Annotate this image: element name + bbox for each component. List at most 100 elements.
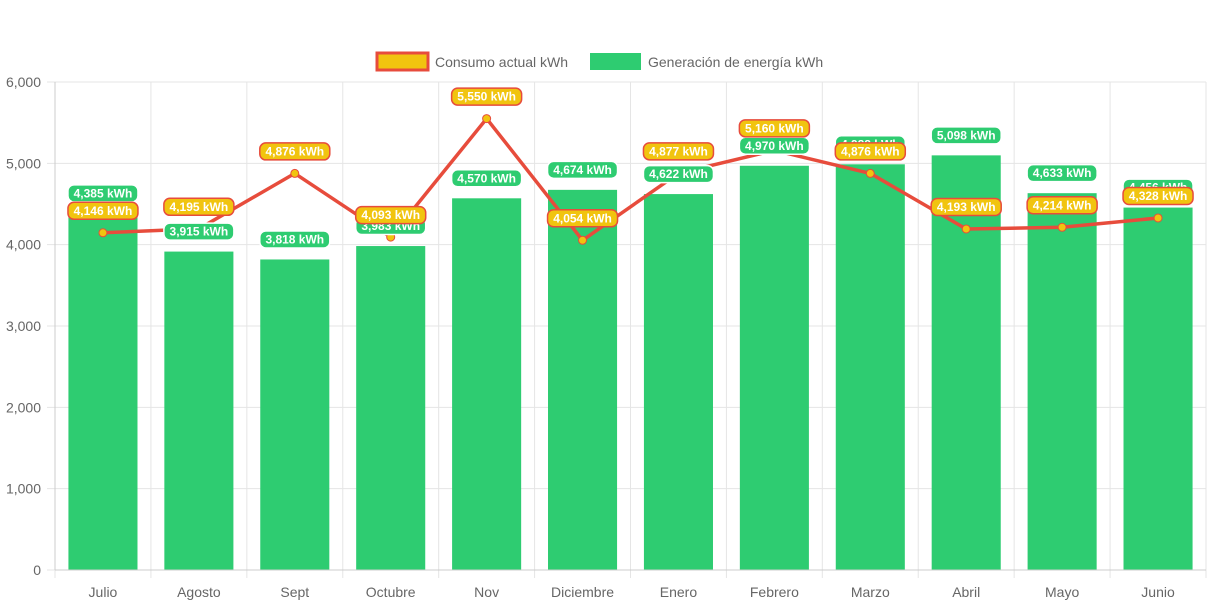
x-tick-label: Marzo: [851, 584, 890, 600]
consumption-data-label-box: [450, 87, 523, 106]
consumption-data-label-text: 4,877 kWh: [649, 144, 708, 158]
consumption-data-label-box: [642, 142, 715, 161]
axes: 0 1,000 2,000 3,000 4,000 5,000 6,000 Julio Agos…: [6, 74, 1206, 600]
consumption-data-label: 4,214 kWh: [1026, 196, 1098, 215]
consumption-data-label-box: [738, 119, 811, 138]
generation-data-label-text: 4,622 kWh: [649, 167, 708, 181]
legend-swatch-consumo: [375, 51, 430, 72]
generation-bar: [356, 246, 426, 571]
x-tick-label: Junio: [1141, 584, 1175, 600]
generation-bar: [68, 213, 138, 570]
consumption-point: [1153, 213, 1163, 223]
consumption-data-label: 4,877 kWh: [642, 142, 715, 161]
consumption-point: [961, 224, 971, 234]
consumption-data-label-text: 5,550 kWh: [457, 90, 516, 104]
consumption-point: [1057, 222, 1067, 232]
consumption-point: [482, 114, 492, 124]
generation-data-label: 5,098 kWh: [930, 126, 1002, 145]
x-tick-label: Octubre: [366, 584, 416, 600]
consumption-point: [578, 235, 588, 245]
generation-bar: [739, 165, 809, 571]
consumption-data-label-box: [1026, 196, 1098, 215]
legend[interactable]: Consumo actual kWh Generación de energía…: [375, 51, 823, 72]
generation-data-label: 4,622 kWh: [642, 164, 715, 184]
x-tick-label: Enero: [660, 584, 698, 600]
generation-data-label-text: 4,385 kWh: [74, 186, 133, 200]
generation-data-label-text: 5,098 kWh: [937, 128, 996, 142]
y-tick-label: 6,000: [6, 74, 41, 90]
generation-data-label-text: 3,915 kWh: [170, 225, 229, 239]
consumption-data-label-text: 4,876 kWh: [841, 144, 900, 158]
consumption-data-label-text: 4,876 kWh: [265, 144, 324, 158]
consumption-data-label-box: [930, 197, 1002, 217]
consumption-data-label: 4,876 kWh: [834, 142, 907, 161]
y-tick-label: 3,000: [6, 318, 41, 334]
legend-label-generacion: Generación de energía kWh: [648, 54, 823, 70]
consumption-data-label: 4,054 kWh: [546, 209, 619, 228]
consumption-data-label-box: [163, 197, 235, 217]
consumption-data-label: 4,328 kWh: [1122, 186, 1194, 206]
consumption-data-label-text: 4,214 kWh: [1033, 198, 1092, 212]
generation-bar: [1027, 193, 1097, 570]
generation-bar: [835, 164, 905, 570]
x-tick-label: Abril: [952, 584, 980, 600]
generation-data-label: 4,633 kWh: [1026, 163, 1098, 183]
consumption-point: [290, 168, 300, 178]
x-tick-label: Diciembre: [551, 584, 614, 600]
consumption-point: [865, 168, 875, 178]
consumption-data-label-box: [1122, 186, 1194, 206]
x-tick-label: Agosto: [177, 584, 221, 600]
y-tick-label: 4,000: [6, 237, 41, 253]
consumption-data-label-text: 4,195 kWh: [170, 200, 229, 214]
y-tick-label: 5,000: [6, 155, 41, 171]
consumption-data-label-text: 4,054 kWh: [553, 211, 612, 225]
legend-label-consumo: Consumo actual kWh: [435, 54, 568, 70]
generation-data-label: 4,570 kWh: [450, 169, 523, 188]
generation-data-label: 4,385 kWh: [67, 184, 139, 203]
generation-bar: [931, 155, 1001, 570]
x-tick-label: Sept: [280, 584, 309, 600]
consumption-data-label: 4,093 kWh: [354, 205, 427, 225]
consumption-line-path: [102, 116, 1159, 243]
consumption-data-label: 5,550 kWh: [450, 87, 523, 106]
generation-data-label-box: [259, 230, 331, 249]
legend-item-consumo[interactable]: Consumo actual kWh: [375, 51, 568, 72]
consumption-data-label: 4,876 kWh: [259, 142, 331, 161]
generation-bar: [260, 259, 330, 570]
generation-data-label-box: [930, 126, 1002, 145]
consumption-data-label-box: [834, 142, 907, 161]
consumption-data-label: 4,146 kWh: [67, 201, 139, 221]
x-tick-label: Nov: [474, 584, 499, 600]
generation-data-label: 4,970 kWh: [738, 136, 811, 156]
generation-data-label-text: 4,970 kWh: [745, 139, 804, 153]
consumption-data-label-box: [67, 201, 139, 221]
consumption-data-label-box: [259, 142, 331, 161]
x-tick-label: Mayo: [1045, 584, 1079, 600]
generation-data-label-text: 4,570 kWh: [457, 171, 516, 185]
consumption-data-label-text: 4,328 kWh: [1129, 189, 1188, 203]
consumption-data-label-box: [354, 205, 427, 225]
x-tick-label: Julio: [89, 584, 118, 600]
generation-data-label-box: [1026, 163, 1098, 183]
generation-bar: [452, 198, 522, 570]
generation-data-label: 3,915 kWh: [163, 222, 235, 241]
generation-bar: [643, 194, 713, 570]
generation-data-label-box: [642, 164, 715, 184]
consumption-data-label-text: 4,093 kWh: [361, 208, 420, 222]
grid: [47, 81, 1207, 578]
x-tick-label: Febrero: [750, 584, 799, 600]
consumption-data-label-box: [546, 209, 619, 228]
generation-bar: [164, 251, 234, 570]
generation-bar: [548, 189, 618, 570]
generation-data-label-box: [450, 169, 523, 188]
generation-data-label-box: [546, 160, 619, 180]
legend-item-generacion[interactable]: Generación de energía kWh: [590, 53, 823, 70]
consumption-data-label: 4,195 kWh: [163, 197, 235, 217]
y-tick-label: 0: [33, 562, 41, 578]
consumption-data-label: 5,160 kWh: [738, 119, 811, 138]
consumption-data-label-text: 4,146 kWh: [74, 204, 133, 218]
generation-data-label-box: [163, 222, 235, 241]
consumption-labels: 4,146 kWh 4,195 kWh 4,876 kWh 4,093 kWh 5,55…: [67, 87, 1194, 228]
generation-data-label-text: 3,818 kWh: [265, 232, 324, 246]
